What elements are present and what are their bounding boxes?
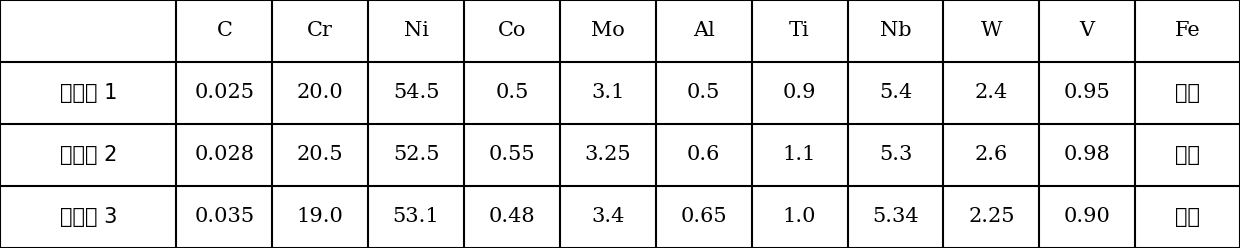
Text: 3.25: 3.25 [584,146,631,164]
Text: 0.035: 0.035 [195,208,254,226]
Text: 1.1: 1.1 [782,146,816,164]
Text: Nb: Nb [879,22,911,40]
Text: 0.55: 0.55 [489,146,536,164]
Text: 3.1: 3.1 [591,84,625,102]
Text: Al: Al [693,22,714,40]
Text: 余量: 余量 [1176,83,1200,103]
Text: V: V [1080,22,1095,40]
Text: 实施例 1: 实施例 1 [60,83,117,103]
Text: 1.0: 1.0 [782,208,816,226]
Text: 0.65: 0.65 [681,208,727,226]
Text: 0.90: 0.90 [1064,208,1111,226]
Text: 0.5: 0.5 [687,84,720,102]
Text: Cr: Cr [308,22,334,40]
Text: 5.4: 5.4 [879,84,913,102]
Text: 52.5: 52.5 [393,146,439,164]
Text: 53.1: 53.1 [393,208,439,226]
Text: 19.0: 19.0 [296,208,343,226]
Text: 实施例 2: 实施例 2 [60,145,117,165]
Text: Co: Co [497,22,526,40]
Text: 2.25: 2.25 [968,208,1014,226]
Text: Fe: Fe [1174,22,1200,40]
Text: 0.48: 0.48 [489,208,536,226]
Text: 20.0: 20.0 [296,84,343,102]
Text: 2.6: 2.6 [975,146,1008,164]
Text: Ni: Ni [403,22,429,40]
Text: 实施例 3: 实施例 3 [60,207,117,227]
Text: 5.34: 5.34 [872,208,919,226]
Text: 0.025: 0.025 [195,84,254,102]
Text: 0.5: 0.5 [495,84,528,102]
Text: 余量: 余量 [1176,207,1200,227]
Text: 3.4: 3.4 [591,208,625,226]
Text: Ti: Ti [789,22,810,40]
Text: 0.95: 0.95 [1064,84,1111,102]
Text: 0.9: 0.9 [782,84,816,102]
Text: 54.5: 54.5 [393,84,439,102]
Text: Mo: Mo [591,22,625,40]
Text: 0.98: 0.98 [1064,146,1111,164]
Text: C: C [217,22,232,40]
Text: 0.6: 0.6 [687,146,720,164]
Text: W: W [981,22,1002,40]
Text: 0.028: 0.028 [195,146,254,164]
Text: 5.3: 5.3 [879,146,913,164]
Text: 余量: 余量 [1176,145,1200,165]
Text: 2.4: 2.4 [975,84,1008,102]
Text: 20.5: 20.5 [296,146,343,164]
